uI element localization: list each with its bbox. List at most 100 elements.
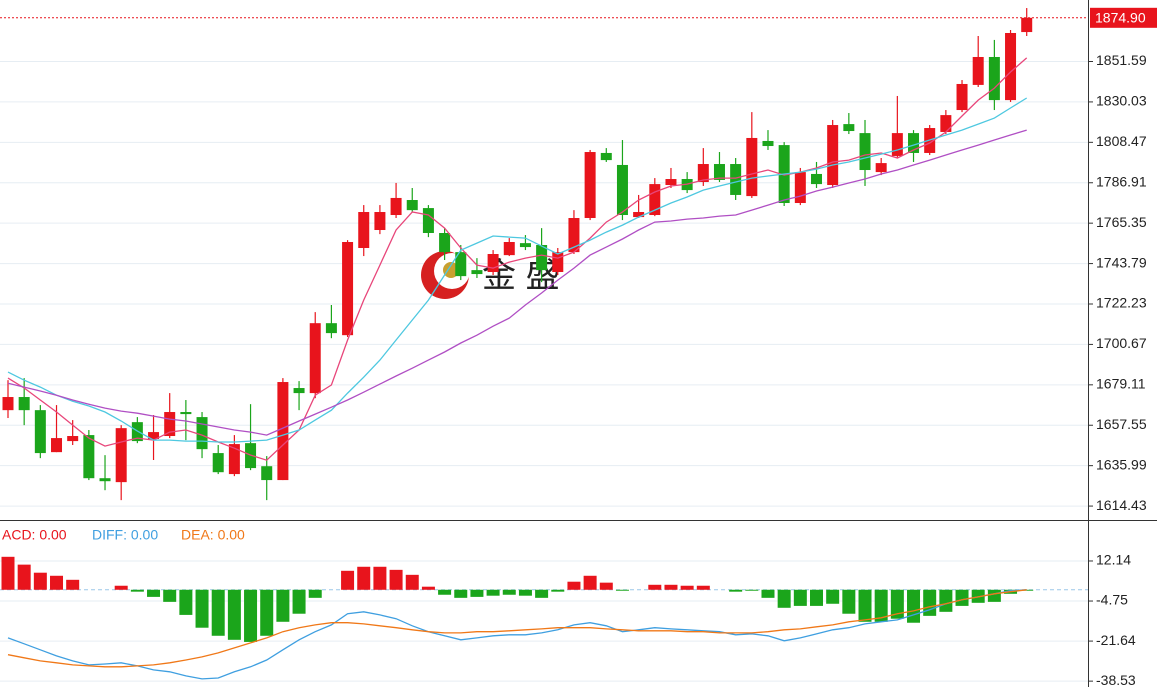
- candle-body: [67, 436, 79, 442]
- candle-body: [811, 173, 822, 185]
- macd-bar: [195, 589, 209, 628]
- candle-body: [358, 212, 370, 249]
- candle-body: [212, 453, 224, 473]
- macd-bar: [648, 584, 662, 590]
- macd-bar: [907, 589, 921, 623]
- candle-body: [536, 245, 548, 271]
- candle-body: [228, 444, 240, 475]
- macd-bar: [535, 589, 549, 598]
- candle-body: [293, 388, 305, 394]
- legend-entry: DIFF: 0.00: [92, 527, 158, 543]
- macd-bar: [179, 589, 193, 615]
- y-tick-label: 12.14: [1096, 552, 1131, 568]
- macd-bar: [664, 584, 678, 590]
- macd-bar: [486, 589, 500, 596]
- candle-body: [455, 252, 467, 277]
- ma-line: [7, 97, 1028, 443]
- candle-body: [277, 382, 289, 481]
- y-tick-label: 1743.79: [1096, 254, 1147, 270]
- candle-body: [51, 438, 63, 453]
- candle-body: [309, 323, 321, 394]
- candle-body: [827, 125, 839, 186]
- legend-entry: ACD: 0.00: [2, 527, 67, 543]
- candle-body: [374, 212, 386, 231]
- y-tick-label: 1786.91: [1096, 173, 1147, 189]
- candle-body: [261, 466, 273, 481]
- y-tick-label: 1614.43: [1096, 497, 1147, 513]
- candle-body: [164, 412, 176, 437]
- macd-bar: [147, 589, 161, 597]
- candle-body: [390, 197, 402, 216]
- macd-line: [7, 589, 1027, 668]
- ma-line: [7, 57, 1028, 461]
- macd-bar: [276, 589, 290, 622]
- plot: 1614.43 1635.99 1657.55 1679.11 1700.67 1722.…: [0, 7, 1157, 687]
- macd-bar: [292, 589, 306, 614]
- candle-body: [908, 133, 920, 153]
- macd-bar: [308, 589, 322, 598]
- candle-body: [616, 164, 628, 216]
- macd-bar: [874, 589, 888, 622]
- macd-bar: [373, 566, 387, 590]
- macd-bar: [777, 589, 791, 608]
- macd-bar: [567, 581, 581, 590]
- candle-body: [196, 417, 208, 450]
- candle-body: [487, 254, 499, 272]
- candle-body: [115, 428, 127, 483]
- macd-bar: [939, 589, 953, 612]
- y-tick-label: -38.53: [1096, 672, 1136, 687]
- y-tick-label: 1851.59: [1096, 52, 1147, 68]
- macd-bar: [357, 566, 371, 590]
- candle-body: [633, 212, 645, 218]
- candle-body: [34, 410, 46, 454]
- macd-bar: [114, 585, 128, 590]
- candle-body: [471, 270, 483, 275]
- macd-bar: [696, 585, 710, 590]
- grid: [0, 61, 1088, 682]
- macd-bar: [1, 556, 15, 590]
- candle-body: [843, 124, 855, 132]
- macd-bar: [421, 586, 435, 590]
- y-tick-label: 1657.55: [1096, 416, 1147, 432]
- candle-body: [600, 152, 612, 161]
- candle-body: [503, 242, 515, 256]
- macd-bar: [389, 569, 403, 590]
- candle-body: [18, 397, 30, 411]
- macd-bar: [405, 574, 419, 590]
- candle-body: [99, 478, 111, 482]
- macd-bar: [810, 589, 823, 606]
- macd-bar: [260, 589, 274, 636]
- macd-bar: [615, 589, 629, 591]
- y-tick-label: 1722.23: [1096, 295, 1147, 311]
- macd-bar: [923, 589, 937, 616]
- macd-bar: [341, 570, 355, 590]
- macd-bar: [438, 589, 452, 595]
- macd-bar: [890, 589, 904, 619]
- macd-bar: [502, 589, 516, 595]
- candle-body: [342, 242, 354, 336]
- macd-bar: [227, 589, 241, 640]
- candle-body: [519, 243, 531, 248]
- candle-body: [83, 435, 95, 479]
- macd-bar: [858, 589, 872, 622]
- macd-bar: [211, 589, 225, 636]
- y-tick-label: 1830.03: [1096, 93, 1147, 109]
- candle-body: [762, 140, 774, 147]
- candle-body: [794, 172, 806, 204]
- candle-body: [940, 115, 952, 132]
- candle-body: [697, 164, 709, 183]
- candle-body: [148, 432, 160, 440]
- macd-bar: [842, 589, 856, 614]
- macd-bar: [729, 589, 743, 592]
- macd-bar: [761, 589, 775, 598]
- y-tick-label: 1700.67: [1096, 335, 1147, 351]
- macd-bar: [470, 589, 484, 597]
- macd-bar: [518, 589, 532, 596]
- candle-body: [730, 164, 742, 195]
- last-price-box: [1090, 7, 1157, 28]
- y-tick-label: 1765.35: [1096, 214, 1147, 230]
- macd-bar: [551, 589, 565, 592]
- candle-body: [875, 163, 887, 173]
- macd-bar: [163, 589, 177, 602]
